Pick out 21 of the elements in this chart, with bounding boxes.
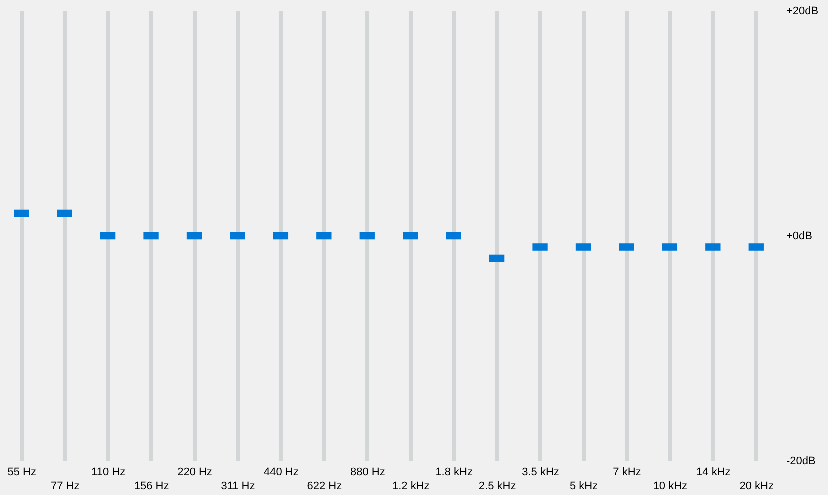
x-tick-label: 5 kHz bbox=[570, 480, 598, 492]
x-tick-label: 2.5 kHz bbox=[478, 480, 516, 492]
x-tick-label: 1.8 kHz bbox=[436, 466, 473, 478]
x-tick-label: 622 Hz bbox=[307, 480, 342, 492]
x-tick-label: 880 Hz bbox=[350, 466, 386, 478]
x-tick-label: 10 kHz bbox=[653, 480, 688, 492]
x-tick-label: 3.5 kHz bbox=[522, 466, 560, 478]
y-tick-label: -20dB bbox=[786, 456, 816, 468]
x-tick-label: 440 Hz bbox=[264, 466, 299, 478]
x-tick-label: 311 Hz bbox=[221, 480, 256, 492]
y-tick-label: +20dB bbox=[786, 6, 819, 18]
x-tick-label: 14 kHz bbox=[696, 466, 731, 478]
x-tick-label: 77 Hz bbox=[50, 480, 80, 492]
x-tick-label: 7 kHz bbox=[613, 466, 642, 478]
x-tick-label: 20 kHz bbox=[740, 480, 774, 492]
x-tick-label: 110 Hz bbox=[92, 466, 126, 478]
y-tick-label: +0dB bbox=[786, 230, 812, 242]
x-tick-label: 1.2 kHz bbox=[392, 480, 430, 492]
x-tick-label: 220 Hz bbox=[178, 466, 212, 478]
x-tick-label: 55 Hz bbox=[8, 466, 36, 478]
x-tick-label: 156 Hz bbox=[134, 480, 170, 492]
